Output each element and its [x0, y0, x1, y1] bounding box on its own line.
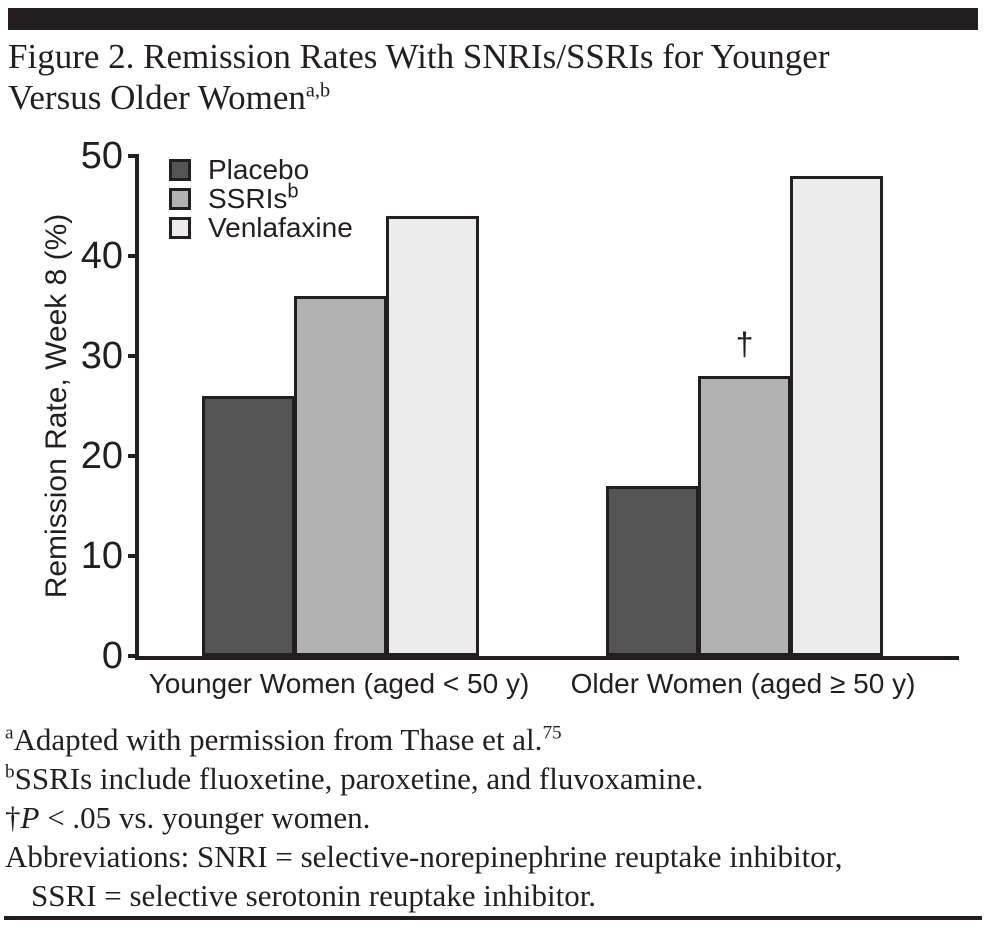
bar-chart: Remission Rate, Week 8 (%) Placebo SSRIsb…	[0, 135, 986, 700]
figure-title-line2: Versus Older Women	[8, 78, 306, 117]
dagger-p: P	[20, 800, 40, 835]
y-tick-30	[128, 354, 139, 358]
footnote-b: bSSRIs include fluoxetine, paroxetine, a…	[5, 759, 981, 798]
bar-ssris-group2	[698, 376, 791, 656]
legend-swatch-ssris	[169, 187, 191, 210]
significance-dagger: †	[735, 326, 754, 362]
y-tick-0	[128, 654, 139, 658]
footer-rule	[4, 916, 982, 920]
legend: Placebo SSRIsb Venlafaxine	[169, 154, 353, 245]
footnote-b-text: SSRIs include fluoxetine, paroxetine, an…	[14, 761, 704, 796]
footnote-abbreviations-line2: SSRI = selective serotonin reuptake inhi…	[31, 878, 597, 913]
bar-venlafaxine-group1	[386, 216, 479, 656]
y-tick-label-50: 50	[80, 135, 123, 177]
footnote-a-superscript: a	[5, 722, 14, 744]
figure-title: Figure 2. Remission Rates With SNRIs/SSR…	[8, 36, 968, 118]
footnote-dagger: †P < .05 vs. younger women.	[5, 798, 981, 837]
y-tick-label-30: 30	[80, 335, 123, 377]
legend-swatch-placebo	[169, 158, 191, 181]
dagger-text: < .05 vs. younger women.	[39, 800, 371, 835]
x-category-label-older: Older Women (aged ≥ 50 y)	[570, 668, 916, 699]
plot-area: Placebo SSRIsb Venlafaxine Younger Women (…	[81, 135, 959, 699]
footnotes: aAdapted with permission from Thase et a…	[5, 720, 981, 915]
bar-placebo-group2	[606, 486, 699, 656]
bar-venlafaxine-group2	[790, 176, 883, 656]
bar-placebo-group1	[202, 396, 295, 656]
y-tick-40	[128, 254, 139, 258]
legend-label-ssris: SSRIsb	[208, 180, 299, 214]
legend-label-superscript: b	[287, 180, 299, 203]
dagger-symbol: †	[5, 800, 21, 835]
y-tick-50	[128, 154, 139, 158]
legend-label-venlafaxine: Venlafaxine	[208, 212, 353, 243]
y-tick-20	[128, 454, 139, 458]
legend-item-ssris: SSRIsb	[169, 180, 353, 214]
footnote-a-reference: 75	[542, 722, 562, 744]
y-tick-label-10: 10	[80, 535, 123, 577]
y-tick-label-40: 40	[80, 235, 123, 277]
figure-title-line1: Figure 2. Remission Rates With SNRIs/SSR…	[8, 37, 830, 76]
bar-ssris-group1	[294, 296, 387, 656]
legend-swatch-venlafaxine	[169, 216, 191, 239]
y-tick-10	[128, 554, 139, 558]
y-tick-label-0: 0	[101, 635, 123, 677]
y-tick-label-20: 20	[80, 435, 123, 477]
legend-item-venlafaxine: Venlafaxine	[169, 212, 353, 243]
x-category-label-younger: Younger Women (aged < 50 y)	[148, 668, 530, 699]
header-rule	[8, 8, 978, 30]
footnote-b-superscript: b	[5, 761, 15, 783]
footnote-a: aAdapted with permission from Thase et a…	[5, 720, 981, 759]
footnote-abbreviations-line1: Abbreviations: SNRI = selective-norepine…	[5, 839, 843, 874]
figure-title-superscript: a,b	[305, 79, 331, 102]
legend-item-placebo: Placebo	[169, 154, 353, 185]
footnote-a-text: Adapted with permission from Thase et al…	[13, 722, 543, 757]
legend-label-placebo: Placebo	[208, 154, 310, 185]
